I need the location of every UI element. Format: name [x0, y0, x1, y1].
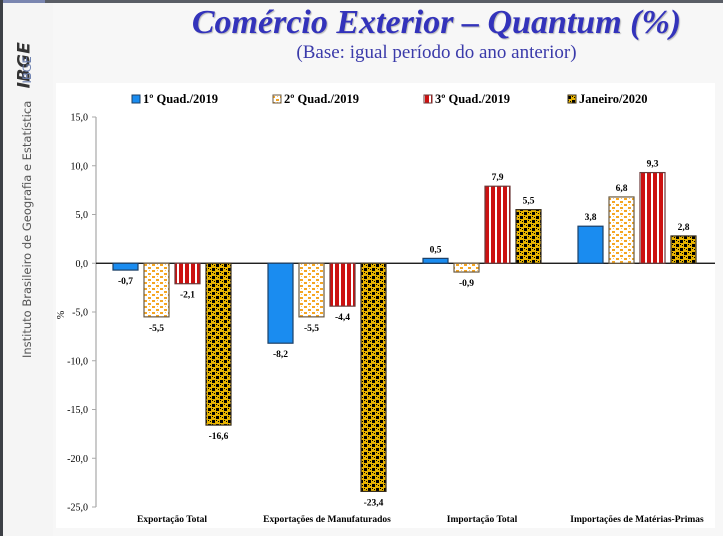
data-label: -16,6	[209, 432, 229, 442]
bar-check	[515, 209, 542, 264]
y-tick-label: 10,0	[71, 161, 89, 172]
data-label: 0,5	[430, 245, 442, 255]
legend-label: 2º Quad./2019	[284, 92, 359, 106]
top-bar	[0, 0, 723, 3]
bar-stripes	[484, 185, 511, 264]
data-label: -0,7	[118, 277, 133, 287]
legend-swatch-solid	[131, 94, 141, 104]
legend-label: Janeiro/2020	[579, 92, 648, 106]
legend-swatch-stripes	[423, 94, 433, 104]
data-label: 7,9	[492, 173, 504, 183]
y-tick-label: -25,0	[67, 503, 88, 514]
bar-dots	[608, 196, 635, 264]
category-label: Importações de Matérias-Primas	[570, 515, 704, 525]
y-tick-label: 0,0	[76, 259, 89, 270]
bar-solid	[422, 257, 449, 264]
bar-dots	[143, 262, 170, 318]
top-bar-accent	[3, 0, 45, 3]
data-label: 9,3	[647, 160, 659, 170]
data-label: -5,5	[149, 324, 164, 334]
bar-solid	[577, 225, 604, 264]
bar-stripes	[639, 171, 666, 264]
category-label: Exportação Total	[137, 515, 207, 525]
bar-check	[360, 262, 387, 492]
data-label: -2,1	[180, 291, 195, 301]
y-tick-label: -20,0	[67, 454, 88, 465]
bar-solid	[112, 262, 139, 271]
data-label: 2,8	[678, 223, 690, 233]
data-label: -8,2	[273, 350, 288, 360]
sidebar: IBGE Instituto Brasileiro de Geografia e…	[3, 3, 53, 536]
page-title: Comércio Exterior – Quantum (%)	[191, 4, 682, 41]
legend: 1º Quad./2019 2º Quad./2019 3º Quad./2019 J…	[131, 92, 648, 106]
data-label: -23,4	[364, 498, 384, 508]
legend-swatch-dots	[272, 94, 282, 104]
category-label: Importação Total	[447, 515, 518, 525]
data-label: -4,4	[335, 313, 350, 323]
bar-dots	[453, 262, 480, 273]
data-labels: -0,7 -5,5 -2,1 -16,6 -8,2 -5,5 -4,4 -23,4 0,5 -0,…	[118, 160, 690, 509]
sidebar-divider	[28, 111, 29, 117]
y-tick-label: -5,0	[72, 308, 88, 319]
bar-stripes	[174, 262, 201, 285]
bar-check	[205, 262, 232, 426]
category-label: Exportações de Manufaturados	[263, 515, 391, 525]
left-edge-bar	[0, 0, 3, 536]
category-labels: Exportação Total Exportações de Manufatur…	[137, 515, 704, 525]
data-label: 6,8	[616, 184, 628, 194]
bar-dots	[298, 262, 325, 318]
y-tick-label: 15,0	[71, 113, 89, 124]
data-label: -0,9	[459, 279, 474, 289]
page-subtitle: (Base: igual período do ano anterior)	[296, 42, 577, 63]
legend-swatch-check	[567, 94, 577, 104]
data-label: 3,8	[585, 213, 597, 223]
bar-stripes	[329, 262, 356, 307]
y-tick-label: -15,0	[67, 405, 88, 416]
bar-check	[670, 235, 697, 264]
bar-solid	[267, 262, 294, 344]
y-tick-label: -10,0	[67, 356, 88, 367]
legend-label: 3º Quad./2019	[435, 92, 510, 106]
y-tick-label: 5,0	[76, 210, 89, 221]
data-label: 5,5	[523, 197, 535, 207]
y-axis-title: %	[56, 311, 67, 319]
bars	[112, 171, 697, 492]
data-label: -5,5	[304, 324, 319, 334]
legend-label: 1º Quad./2019	[143, 92, 218, 106]
